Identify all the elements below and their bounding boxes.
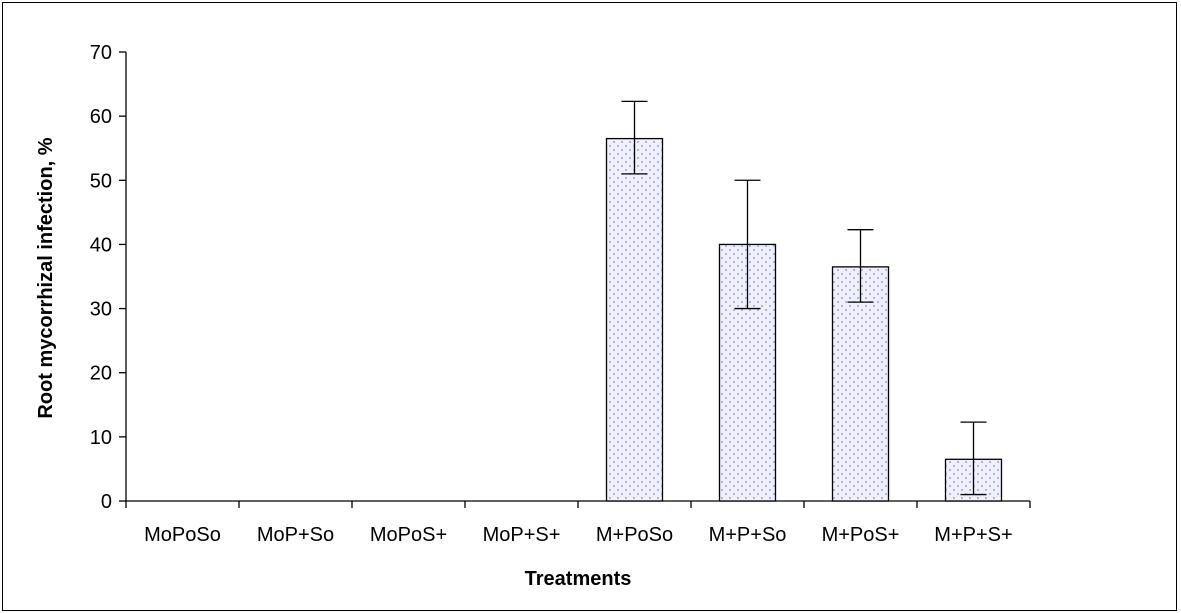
- x-tick-label: MoP+So: [257, 524, 334, 546]
- y-tick-label: 0: [101, 491, 112, 513]
- y-tick-label: 70: [90, 42, 112, 64]
- x-tick-label: M+P+S+: [934, 524, 1012, 546]
- bar-M+PoS+: [831, 266, 890, 502]
- x-tick-label: M+PoS+: [822, 524, 900, 546]
- bar-M+PoSo: [605, 137, 664, 502]
- y-tick-label: 20: [90, 363, 112, 385]
- x-tick-label: M+PoSo: [596, 524, 673, 546]
- y-tick-label: 40: [90, 234, 112, 256]
- x-tick-label: MoPoS+: [370, 524, 447, 546]
- y-tick-label: 30: [90, 299, 112, 321]
- y-axis-title: Root mycorrhizal infection, %: [35, 137, 57, 418]
- y-tick-label: 10: [90, 427, 112, 449]
- x-tick-label: M+P+So: [709, 524, 787, 546]
- y-tick-label: 50: [90, 170, 112, 192]
- x-tick-label: MoP+S+: [483, 524, 561, 546]
- x-tick-label: MoPoSo: [144, 524, 221, 546]
- x-axis-title: Treatments: [525, 568, 632, 590]
- y-tick-label: 60: [90, 106, 112, 128]
